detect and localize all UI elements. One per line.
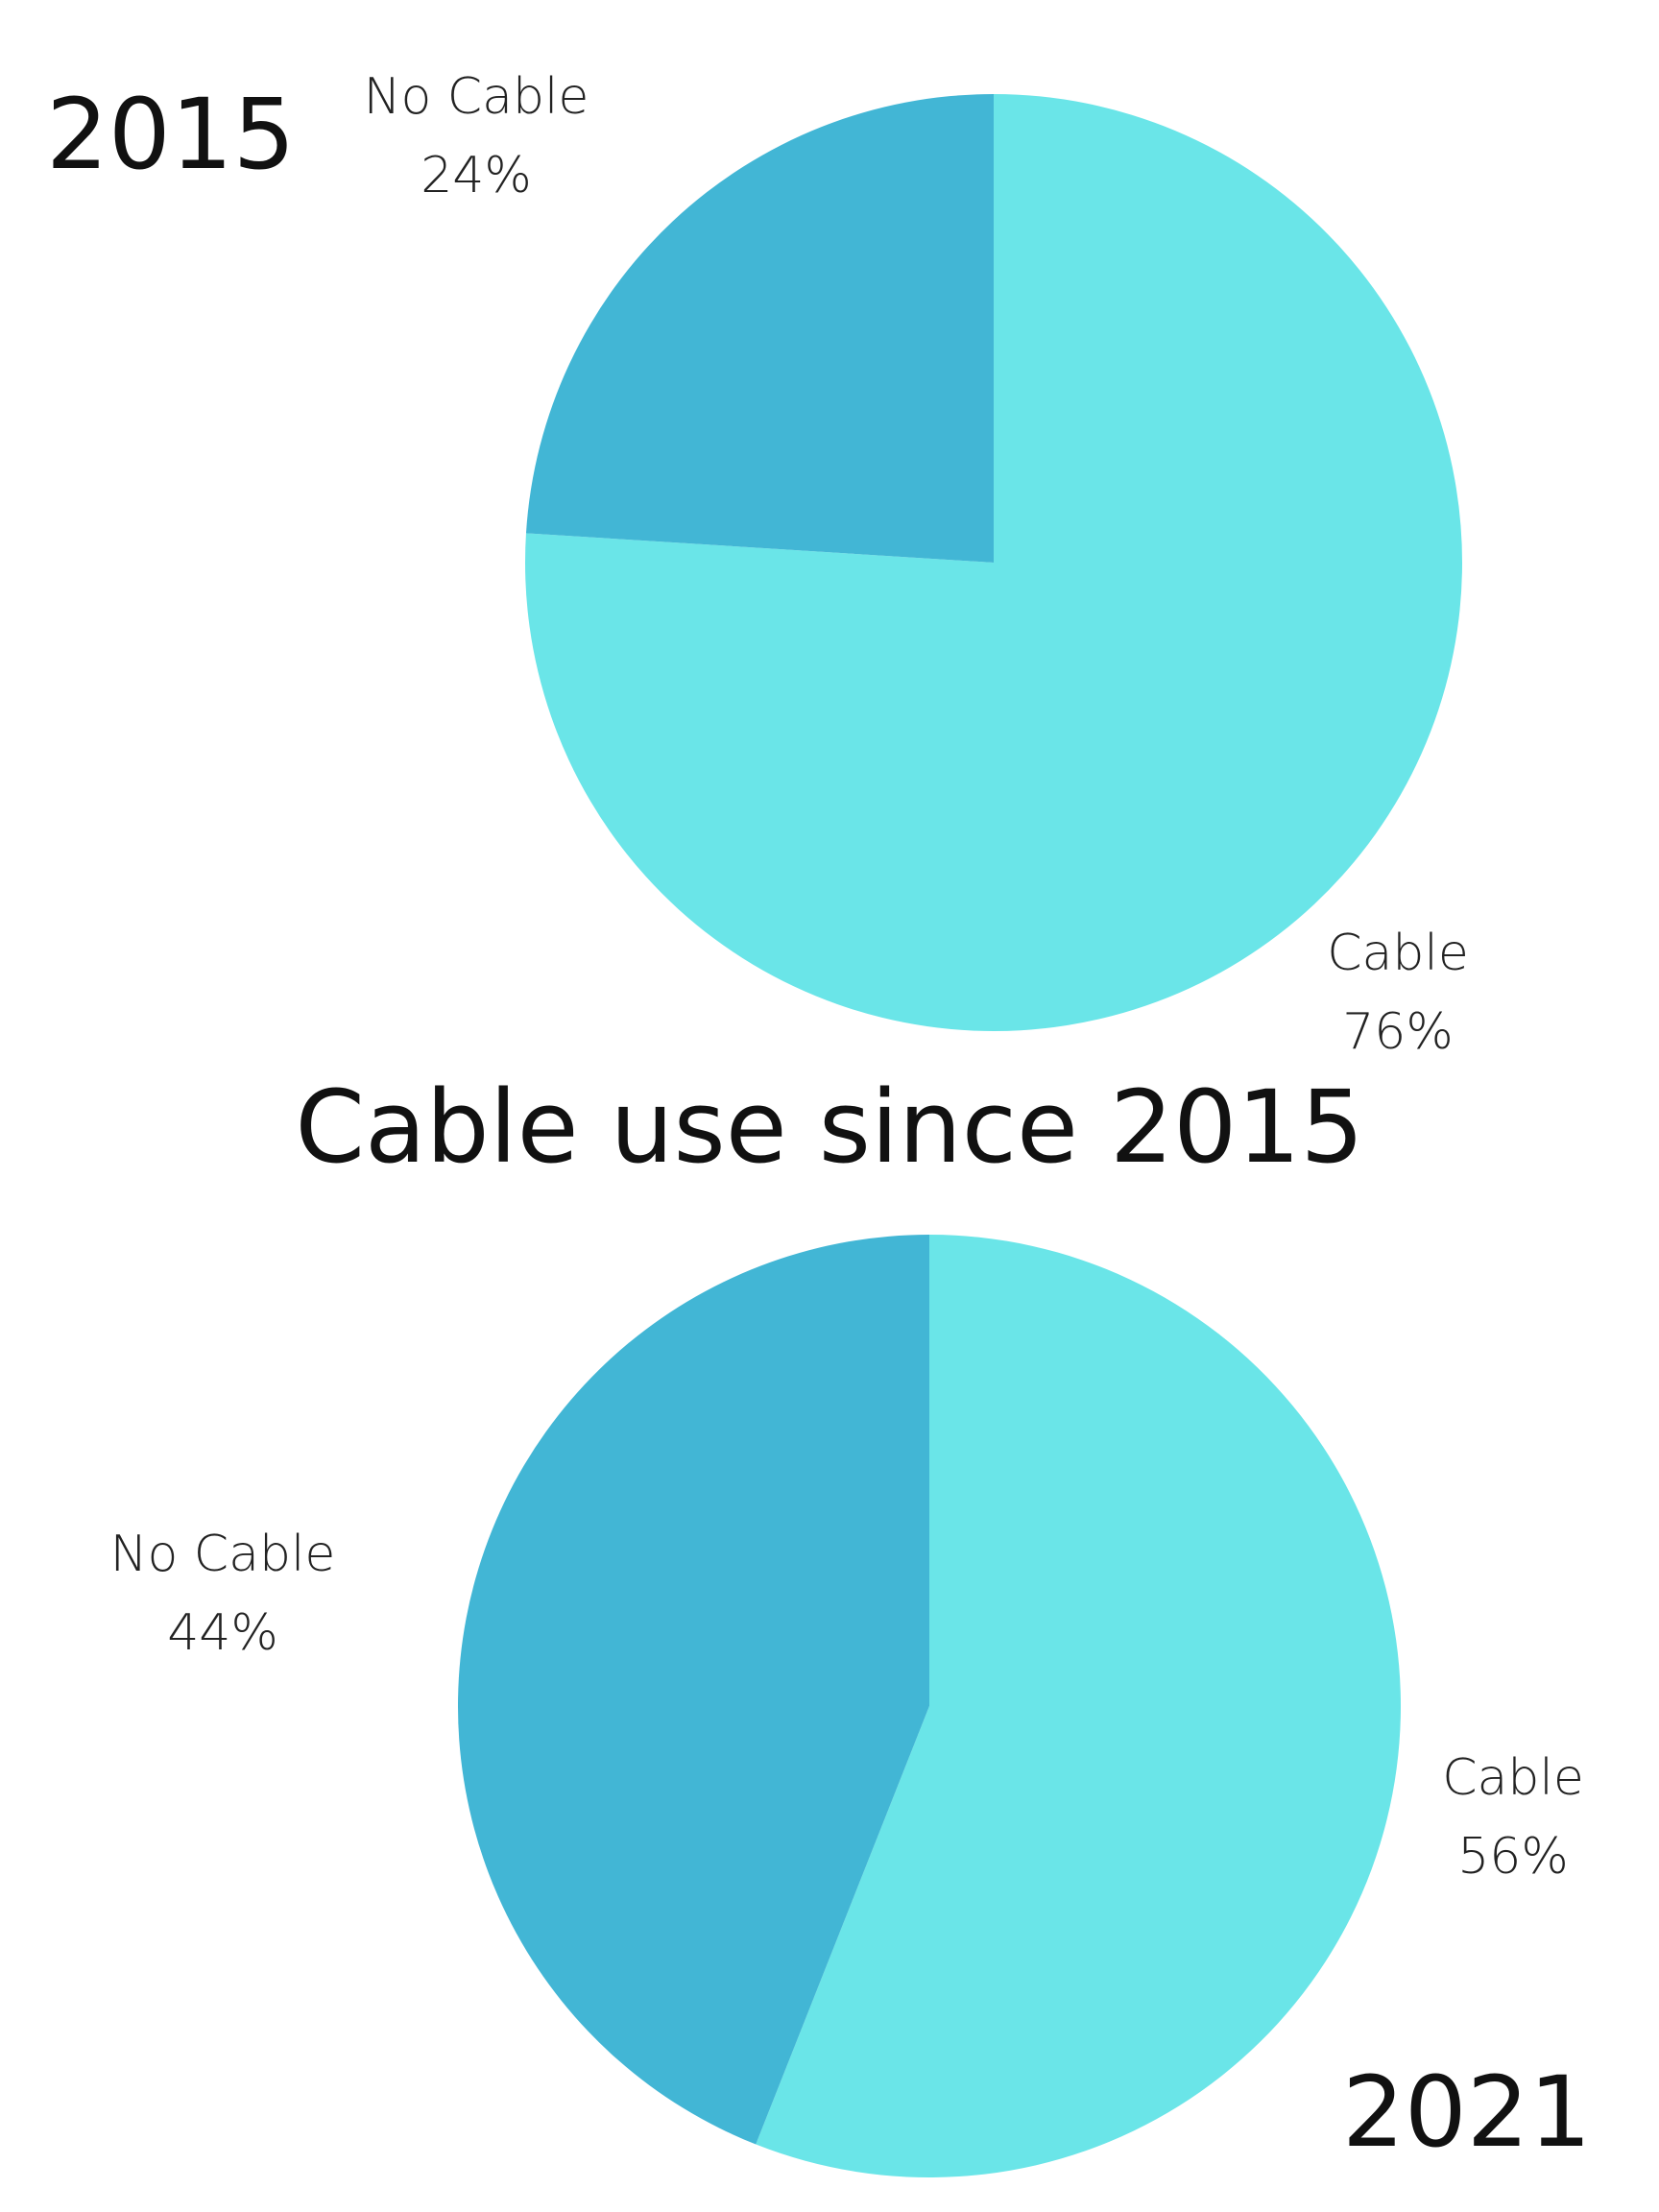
chart-2021-cable-label: Cable 56% — [1359, 1739, 1659, 1896]
slice-percent-text: 56% — [1457, 1828, 1569, 1886]
slice-category-text: No Cable — [109, 1526, 336, 1583]
pie-2021-slice-no-cable — [458, 1235, 929, 2145]
slice-percent-text: 44% — [167, 1604, 278, 1662]
slice-percent-text: 76% — [1342, 1003, 1454, 1061]
chart-2015-year-label: 2015 — [46, 78, 296, 192]
chart-2015-cable-label: Cable 76% — [1244, 914, 1551, 1071]
slice-category-text: Cable — [1327, 925, 1469, 982]
chart-2021-year-label: 2021 — [1342, 2056, 1592, 2170]
chart-title: Cable use since 2015 — [295, 1069, 1364, 1186]
slice-category-text: No Cable — [363, 68, 589, 126]
pie-2015-slice-no-cable — [525, 94, 994, 563]
slice-percent-text: 24% — [421, 147, 532, 204]
chart-2021-no-cable-label: No Cable 44% — [69, 1515, 376, 1672]
pie-2021-slice-cable — [756, 1235, 1401, 2177]
chart-2015-no-cable-label: No Cable 24% — [323, 58, 630, 215]
slice-category-text: Cable — [1442, 1749, 1584, 1807]
pie-2015-slice-cable — [525, 94, 1462, 1032]
